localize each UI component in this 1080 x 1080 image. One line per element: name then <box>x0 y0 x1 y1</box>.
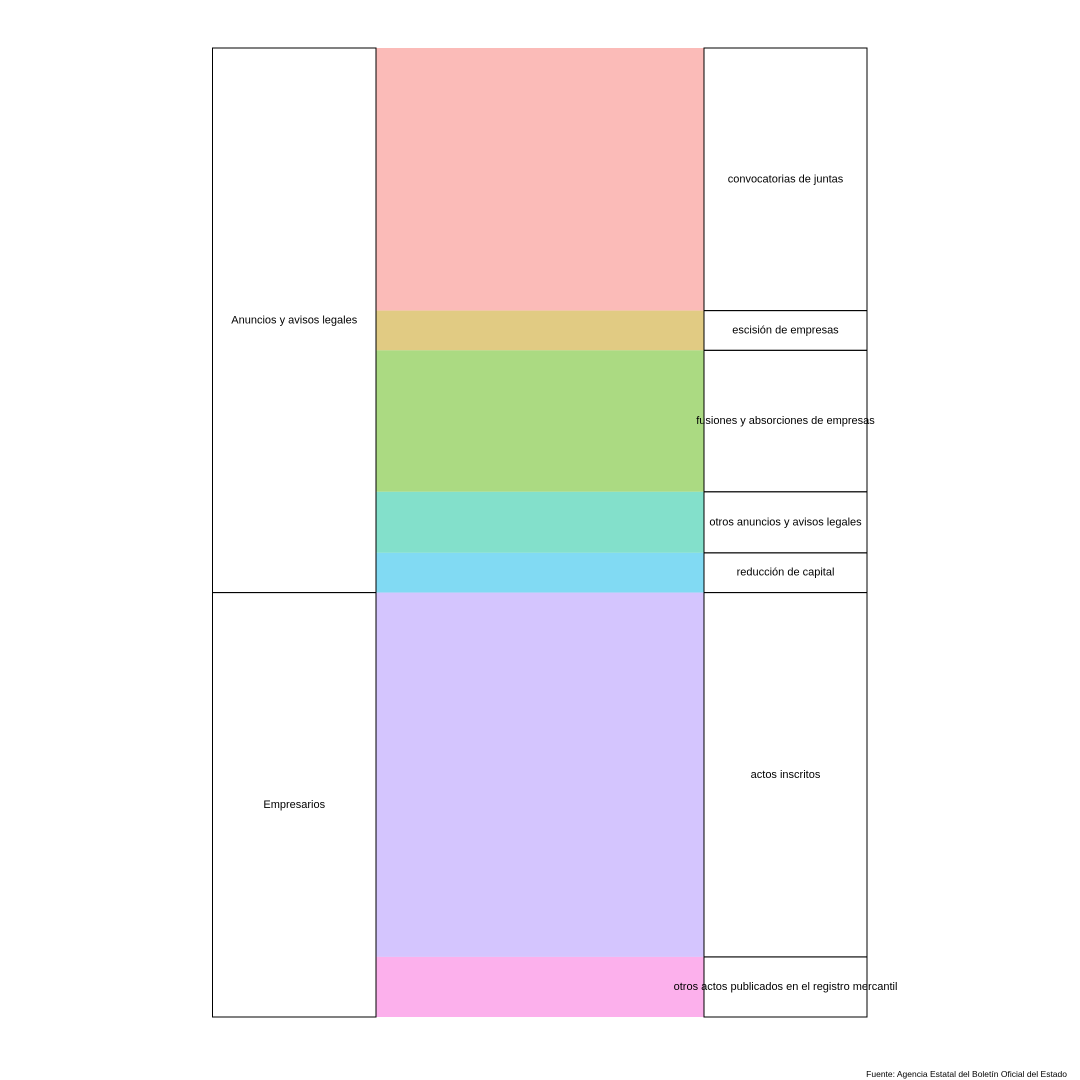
flow-escision-de-empresas <box>376 310 704 351</box>
strata-layer <box>212 47 868 1018</box>
flow-actos-inscritos <box>376 592 704 957</box>
labels-layer: Anuncios y avisos legales convocatorias d… <box>231 173 897 993</box>
stratum-label-anuncios-y-avisos-legales: Anuncios y avisos legales <box>231 314 357 326</box>
flow-fusiones-y-absorciones-de-empresas <box>376 350 704 492</box>
flow-otros-actos-publicados-en-el-registro-mercantil <box>376 956 704 1017</box>
stratum-otros-actos-publicados-en-el-registro-mercantil <box>703 956 868 1018</box>
flows-layer <box>376 48 704 1017</box>
stratum-label-actos-inscritos: actos inscritos <box>751 769 821 781</box>
flow-otros-anuncios-y-avisos-legales <box>376 491 704 553</box>
stratum-label-otros-actos-publicados-en-el-registro-mercantil: otros actos publicados en el registro me… <box>674 981 898 993</box>
stratum-label-reduccion-de-capital: reducción de capital <box>737 567 835 579</box>
stratum-empresarios <box>212 592 377 1018</box>
stratum-label-empresarios: Empresarios <box>263 799 325 811</box>
source-caption: Fuente: Agencia Estatal del Boletín Ofic… <box>866 1069 1067 1079</box>
stratum-label-fusiones-y-absorciones-de-empresas: fusiones y absorciones de empresas <box>696 415 875 427</box>
flow-reduccion-de-capital <box>376 552 704 593</box>
stratum-label-convocatorias-de-juntas: convocatorias de juntas <box>728 173 844 185</box>
flow-convocatorias-de-juntas <box>376 48 704 311</box>
stratum-label-otros-anuncios-y-avisos-legales: otros anuncios y avisos legales <box>709 516 862 528</box>
stratum-label-escision-de-empresas: escisión de empresas <box>732 324 839 336</box>
